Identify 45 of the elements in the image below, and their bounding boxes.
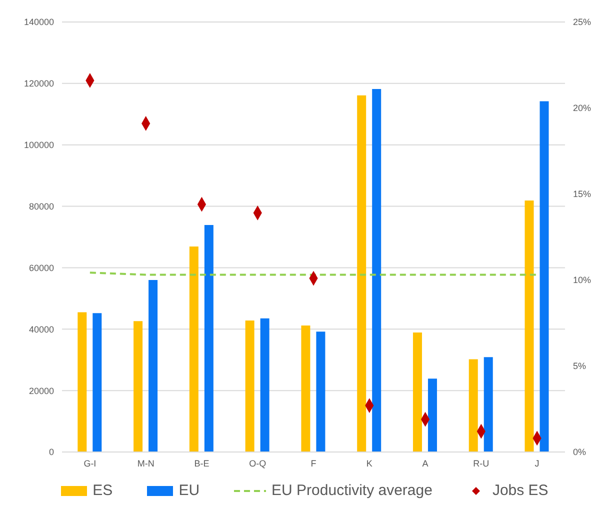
bar [316, 332, 326, 452]
bar [428, 378, 437, 452]
bar [412, 332, 422, 452]
bar [260, 318, 270, 452]
bar [245, 320, 254, 452]
bar [78, 312, 87, 452]
bar [189, 246, 198, 452]
y2-tick-label: 0% [573, 447, 586, 458]
bar [357, 95, 366, 452]
y-tick-label: 0 [48, 447, 54, 458]
y2-tick-label: 25% [573, 17, 592, 28]
bar [372, 88, 382, 452]
y-tick-label: 60000 [28, 262, 54, 273]
x-tick-label: F [310, 458, 317, 468]
y-tick-label: 140000 [24, 17, 54, 28]
y2-tick-label: 15% [573, 189, 592, 200]
legend-label: Jobs ES [492, 482, 548, 499]
bar [484, 357, 493, 452]
bar [301, 325, 310, 452]
x-tick-label: G-I [84, 458, 96, 468]
bar [468, 359, 478, 452]
x-tick-label: O-Q [249, 458, 266, 468]
bar [204, 225, 214, 452]
y-tick-label: 20000 [28, 386, 54, 396]
x-tick-label: K [366, 458, 372, 468]
y2-tick-label: 5% [573, 361, 586, 372]
x-tick-label: B-E [194, 458, 210, 468]
y-tick-label: 80000 [28, 201, 54, 212]
legend-label: ES [92, 482, 113, 499]
x-tick-label: M-N [137, 458, 154, 468]
bar [540, 101, 549, 452]
bar [148, 280, 158, 452]
bar [134, 321, 143, 452]
x-tick-label: A [422, 458, 428, 468]
bar [92, 313, 102, 452]
x-tick-label: R-U [473, 458, 490, 468]
y-tick-label: 100000 [24, 140, 54, 150]
bar [524, 200, 534, 452]
y2-tick-label: 20% [573, 103, 592, 114]
y-tick-label: 120000 [24, 78, 54, 89]
legend-label: EU [178, 482, 200, 499]
legend-label: EU Productivity average [272, 482, 432, 499]
y2-tick-label: 10% [573, 275, 592, 286]
x-tick-label: J [534, 458, 540, 468]
y-tick-label: 40000 [28, 324, 54, 334]
